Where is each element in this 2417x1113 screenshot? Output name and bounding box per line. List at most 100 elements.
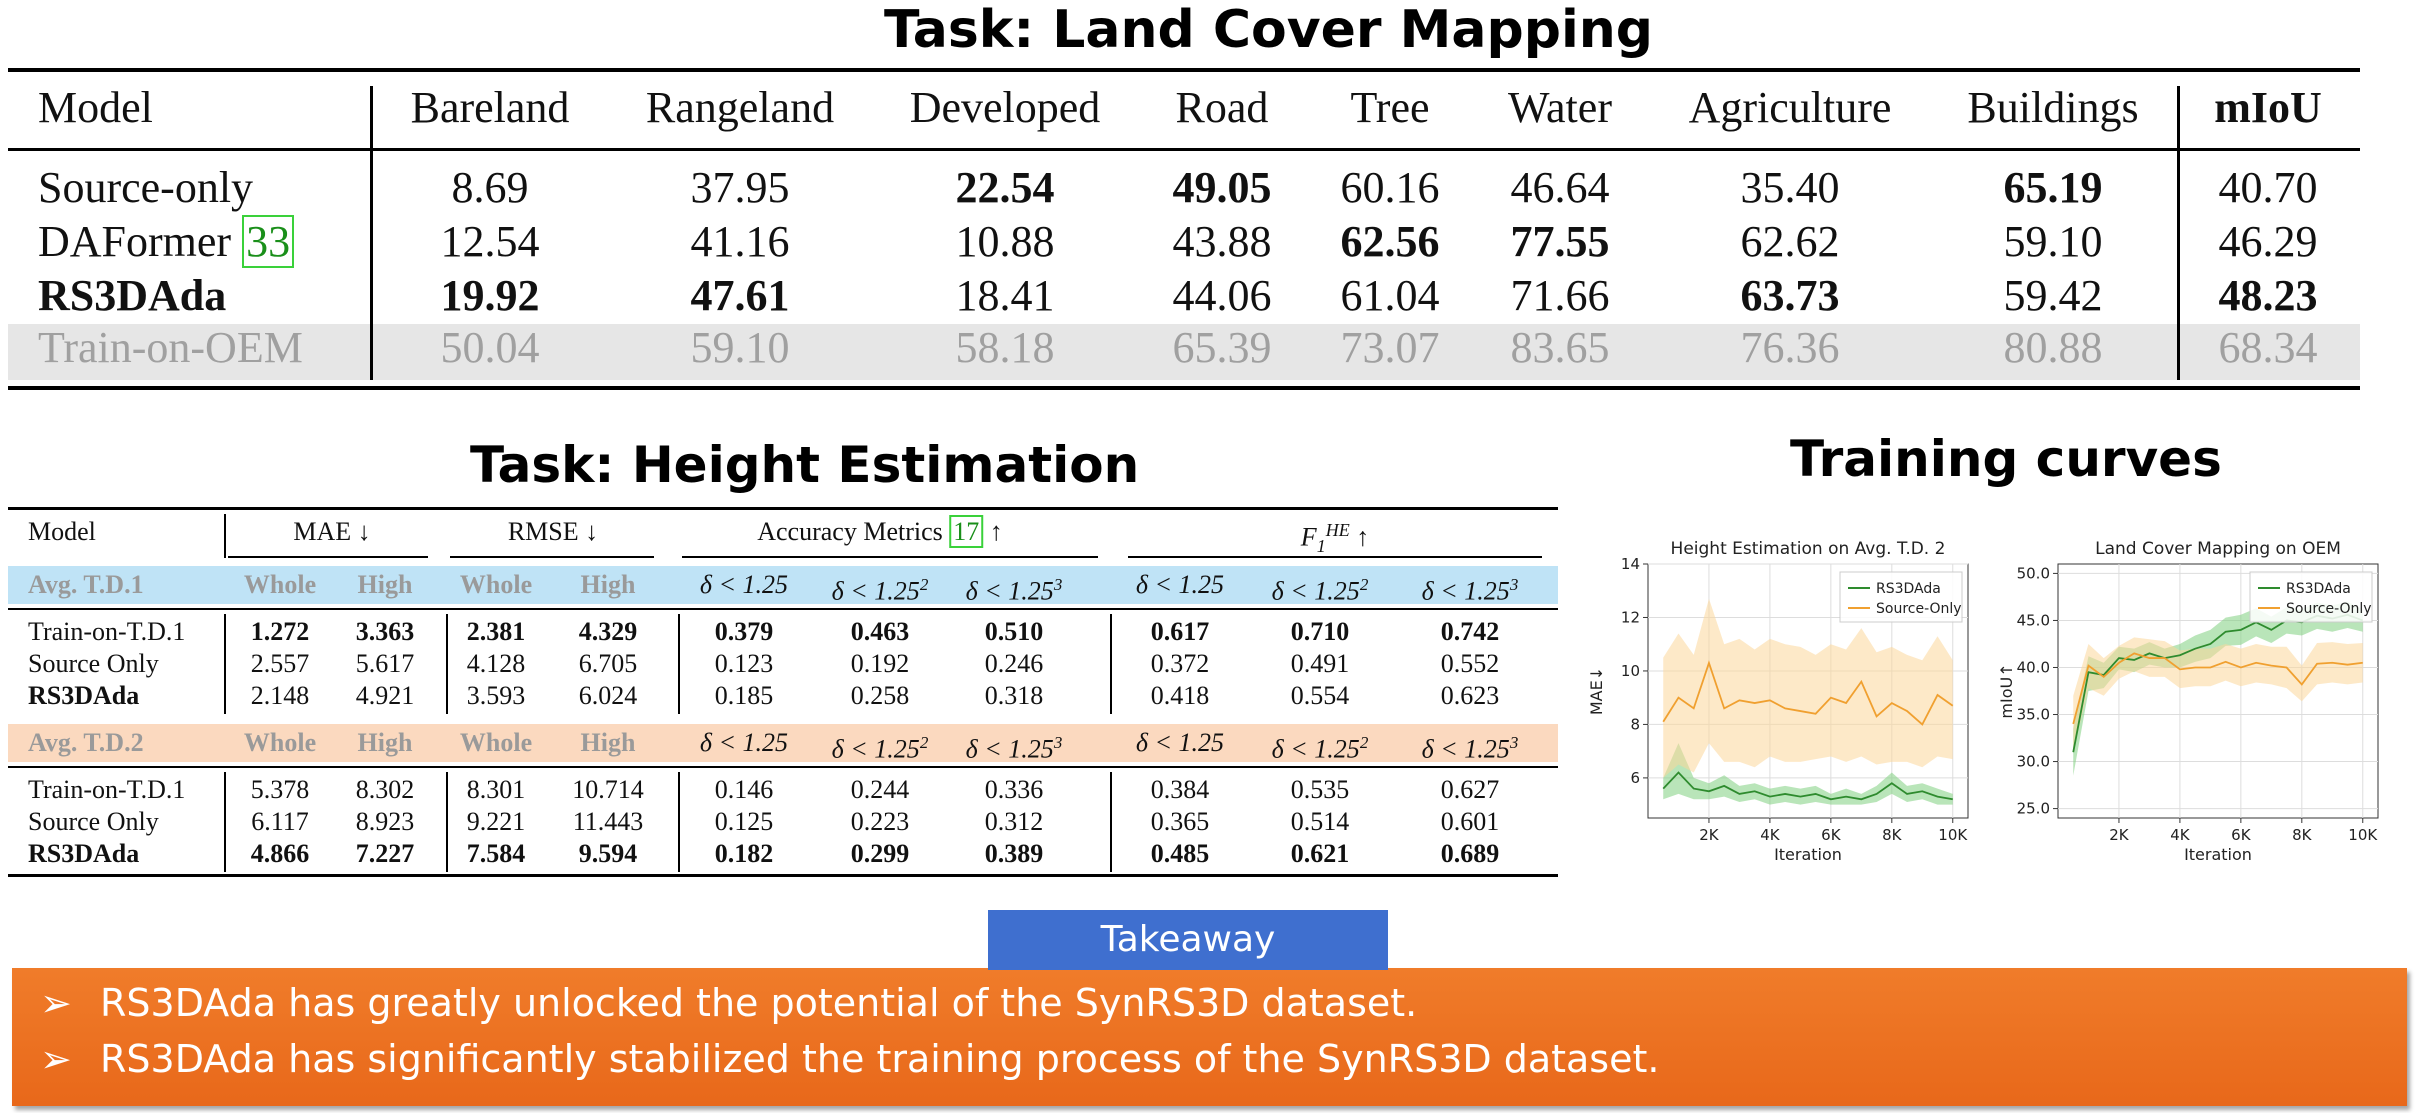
y-tick-label: 40.0 [2017,658,2050,676]
he-subheader: High [358,727,413,759]
he-value: 0.244 [850,775,910,804]
he-value: 3.593 [466,681,526,710]
land-cover-title: Task: Land Cover Mapping [884,0,1654,60]
legend-box [2249,571,2373,623]
lc-value: 59.10 [690,323,790,372]
lc-value: 46.64 [1510,163,1610,212]
lc-model-name: DAFormer [38,217,243,266]
chart-title: Land Cover Mapping on OEM [2095,539,2341,559]
he-value: 2.381 [466,617,526,646]
he-subheader-text: δ < 1.25 [1421,576,1510,606]
he-value: 5.378 [250,775,310,804]
takeaway-point-2-text: RS3DAda has significantly stabilized the… [100,1037,1660,1081]
lc-model-3: Train-on-OEM [38,322,303,374]
he-model: RS3DAda [28,681,140,710]
legend-label: RS3DAda [1876,581,1941,597]
lc-baseline-row-background [8,324,2360,380]
he-subheader-text: δ < 1.25 [965,734,1054,764]
lc-value: 68.34 [2218,323,2318,372]
he-subheader-text: δ < 1.25 [831,576,920,606]
lc-model-0: Source-only [38,162,253,214]
x-axis-label: Iteration [1774,845,1842,864]
he-value: 0.185 [714,681,774,710]
y-tick-label: 35.0 [2017,706,2050,724]
lc-value: 35.40 [1740,163,1840,212]
he-value: 0.146 [714,775,774,804]
takeaway-point-2: ➢ RS3DAda has significantly stabilized th… [40,1034,1659,1084]
he-value: 4.329 [578,617,638,646]
he-value: 5.617 [355,649,415,678]
he-value: 0.510 [984,617,1044,646]
lc-header-tree: Tree [1350,83,1430,132]
he-value: 0.418 [1150,681,1210,710]
x-tick-label: 6K [1821,826,1842,844]
he-subheader: High [358,569,413,601]
lc-header-water: Water [1508,83,1612,132]
legend-label: Source-Only [1876,601,1962,617]
series-line-source-only [2072,652,2363,725]
he-value: 0.617 [1150,617,1210,646]
citation-link[interactable]: 17 [949,515,984,548]
legend-box [1839,571,1963,623]
x-tick-label: 2K [2109,826,2130,844]
lc-value: 59.42 [2003,271,2103,320]
y-axis-label: MAE↓ [1587,667,1606,715]
he-subheader: δ < 1.252 [1272,569,1369,608]
he-bottom-rule [8,874,1558,877]
citation-link[interactable]: 33 [242,215,295,268]
he-column-divider [1110,772,1112,872]
he-header-underline [1128,556,1542,558]
he-subheader: δ < 1.25 [1136,569,1224,601]
lc-value: 46.29 [2218,217,2318,266]
lc-model-name: Source-only [38,163,254,212]
he-subheader: Whole [460,727,532,759]
he-subheader-text: δ < 1.25 [699,570,789,599]
lc-value: 80.88 [2003,323,2103,372]
x-tick-label: 4K [1760,826,1781,844]
lc-value: 8.69 [451,163,529,212]
he-header-mae: MAE ↓ [293,517,371,546]
he-column-divider [446,614,448,714]
lc-value: 77.55 [1510,217,1610,266]
x-tick-label: 2K [1699,826,1720,844]
lc-bottom-rule [8,386,2360,390]
he-subheader-text: High [357,570,413,599]
lc-header-buildings: Buildings [1967,83,2139,132]
lc-value: 83.65 [1510,323,1610,372]
legend-label: Source-Only [2286,601,2372,617]
he-subheader: Whole [244,727,316,759]
he-value: 0.389 [984,839,1044,868]
y-axis-label: mIoU↑ [1997,663,2016,718]
he-header-f1: F1HE ↑ [1301,514,1369,562]
he-value: 0.299 [850,839,910,868]
series-line-rs3dada [1662,771,1953,801]
arrow-bullet-icon: ➢ [40,981,72,1025]
he-model: RS3DAda [28,839,140,868]
lc-value: 10.88 [955,217,1055,266]
he-value: 0.710 [1290,617,1350,646]
lc-header-agriculture: Agriculture [1688,83,1892,132]
he-column-divider [224,614,226,714]
he-value: 6.117 [251,807,309,836]
he-value: 0.554 [1290,681,1350,710]
y-tick-label: 8 [1630,715,1640,733]
he-subheader: δ < 1.253 [966,727,1063,766]
y-tick-label: 45.0 [2017,611,2050,629]
he-subheader: δ < 1.253 [1422,569,1519,608]
he-value: 1.272 [250,617,310,646]
he-value: 9.221 [466,807,526,836]
he-model: Source Only [28,807,159,836]
he-subheader-text: δ < 1.25 [1421,734,1510,764]
he-column-divider [678,772,680,872]
he-subheader-text: High [580,570,636,599]
he-value: 6.705 [578,649,638,678]
lc-value: 73.07 [1340,323,1440,372]
x-tick-label: 4K [2170,826,2191,844]
he-header-underline [228,556,428,558]
he-subheader-text: Whole [459,570,533,599]
he-subheader: δ < 1.252 [832,569,929,608]
he-value: 9.594 [578,839,638,868]
he-subheader: δ < 1.252 [1272,727,1369,766]
he-value: 0.621 [1290,839,1350,868]
he-subheader-text: High [580,728,636,757]
